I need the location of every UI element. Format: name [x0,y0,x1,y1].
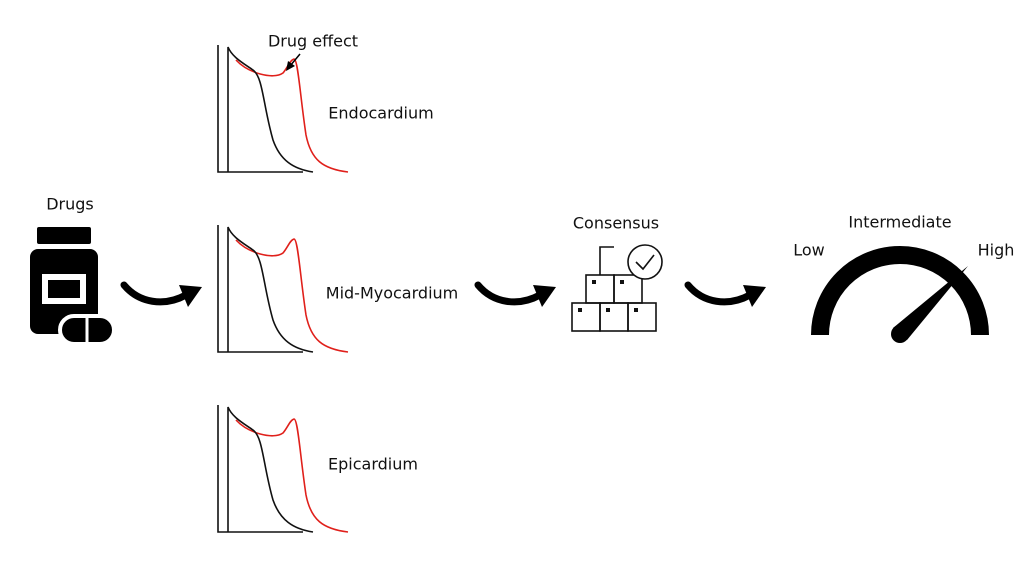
gauge-low: Low [793,241,825,260]
arrow [688,285,766,307]
arrow [124,285,202,307]
gauge-intermediate: Intermediate [848,213,951,232]
trace-label: Mid-Myocardium [326,284,458,303]
trace-label: Endocardium [328,104,433,123]
arrow [478,285,556,307]
trace-label: Epicardium [328,455,418,474]
gauge [811,246,989,343]
annotation-arrowhead [286,61,295,71]
gauge-high: High [978,241,1015,260]
drug-icon [30,227,116,346]
consensus-label: Consensus [573,214,659,233]
consensus-icon [571,244,663,332]
drugs-label: Drugs [46,195,94,214]
annotation: Drug effect [268,32,358,51]
